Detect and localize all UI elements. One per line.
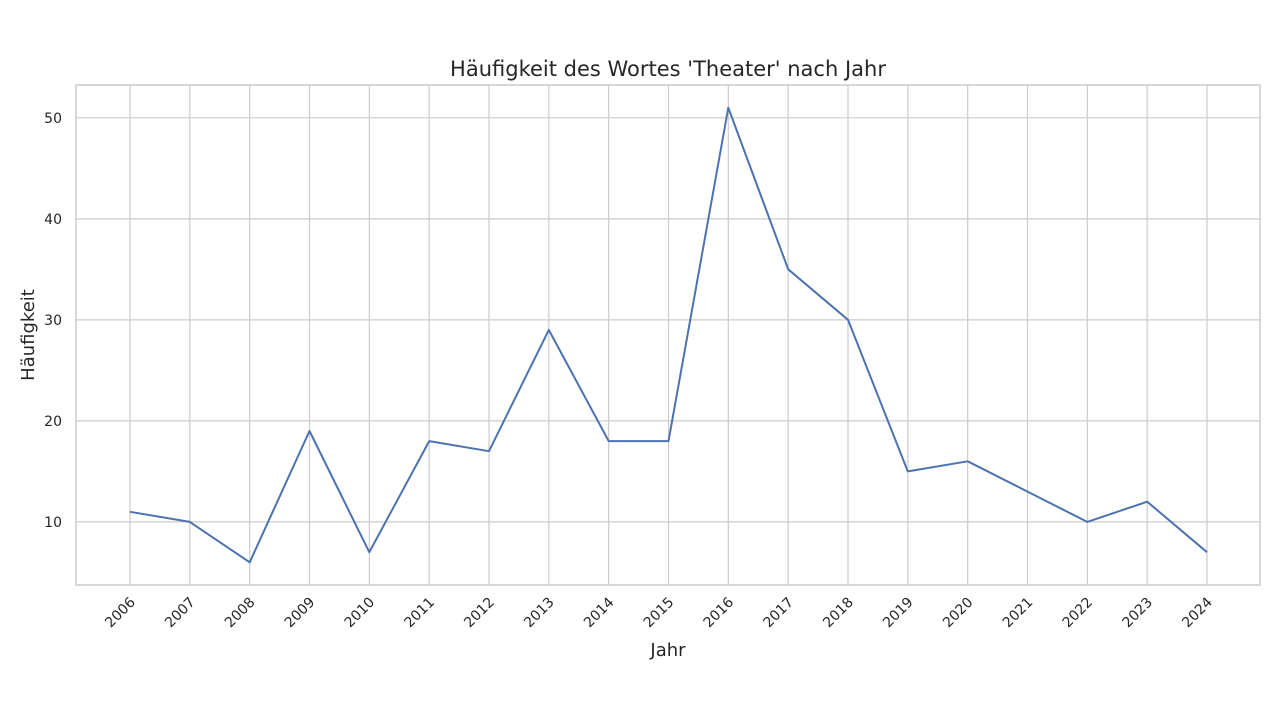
x-axis-label: Jahr [649,640,686,661]
y-tick-labels: 10 20 30 40 50 [44,111,62,531]
y-axis-label: Häufigkeit [18,289,39,381]
x-tick-label: 2012 [461,595,498,632]
y-tick-label: 40 [44,212,62,228]
x-tick-label: 2009 [282,595,319,632]
x-tick-label: 2018 [820,595,857,632]
x-tick-label: 2008 [222,595,259,632]
series-layer [129,106,1208,564]
y-tick-label: 30 [44,313,62,329]
x-tick-label: 2022 [1060,595,1097,632]
y-tick-label: 10 [44,515,62,531]
x-tick-label: 2007 [162,595,199,632]
x-tick-label: 2017 [760,595,797,632]
x-tick-label: 2013 [521,595,558,632]
series-line [129,106,1208,564]
y-tick-label: 50 [44,111,62,127]
grid-layer [76,85,1260,585]
plot-frame [75,84,1261,586]
x-tick-label: 2010 [342,595,379,632]
x-tick-labels: 2006 2007 2008 2009 2010 2011 2012 2013 2014 2015… [102,594,1216,631]
x-tick-label: 2020 [940,595,977,632]
x-tick-label: 2016 [701,594,738,631]
x-tick-label: 2015 [641,595,678,632]
x-tick-label: 2021 [1000,595,1037,632]
x-tick-label: 2024 [1179,594,1216,631]
x-tick-label: 2006 [102,594,139,631]
chart-title: Häufigkeit des Wortes 'Theater' nach Jah… [450,57,886,81]
y-tick-label: 20 [44,414,62,430]
x-tick-label: 2011 [401,595,438,632]
x-tick-label: 2019 [880,595,917,632]
x-tick-label: 2023 [1119,595,1156,632]
x-tick-label: 2014 [581,594,618,631]
